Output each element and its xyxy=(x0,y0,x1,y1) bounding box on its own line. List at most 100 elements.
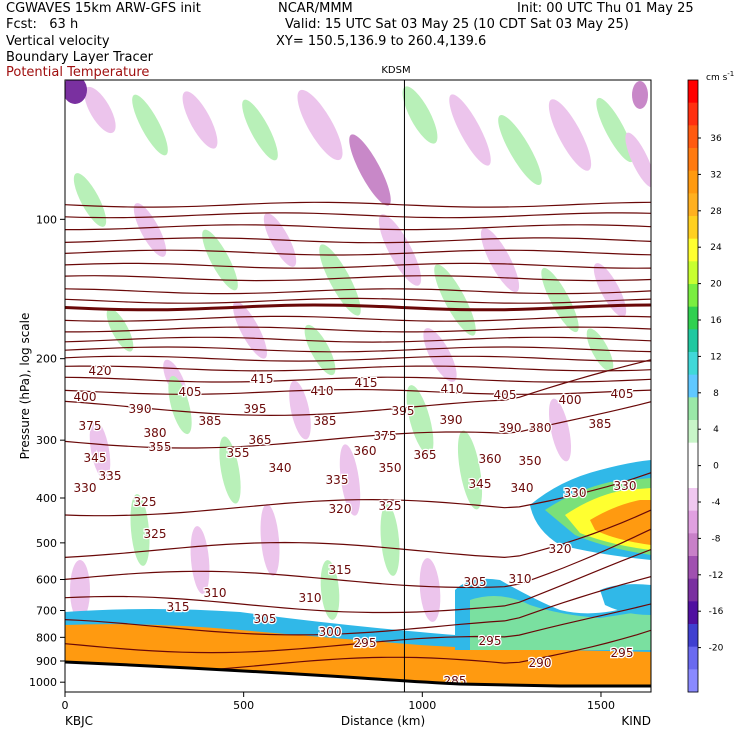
theta-label: 295 xyxy=(479,634,502,648)
y-tick-label: 700 xyxy=(36,604,57,617)
velocity-cell xyxy=(457,430,483,510)
theta-label: 310 xyxy=(509,572,532,586)
theta-label: 390 xyxy=(499,421,522,435)
theta-contour xyxy=(65,355,651,362)
terrain-line xyxy=(65,660,651,688)
colorbar-bin xyxy=(688,193,698,217)
colorbar-label: -4 xyxy=(712,498,721,508)
y-tick-label: 500 xyxy=(36,537,57,550)
theta-contour xyxy=(65,275,651,282)
y-tick-label: 200 xyxy=(36,353,57,366)
velocity-cell xyxy=(89,420,111,480)
colorbar-bin xyxy=(688,102,698,126)
theta-label: 300 xyxy=(319,625,342,639)
theta-contour xyxy=(65,548,651,614)
y-tick-label: 800 xyxy=(36,631,57,644)
colorbar-units: cm s-1 xyxy=(706,70,734,83)
field-label-potential-temperature: Potential Temperature xyxy=(6,65,150,80)
colorbar-label: 32 xyxy=(710,170,721,180)
theta-contour xyxy=(65,346,651,353)
terrain-surface xyxy=(65,660,651,692)
theta-label: 350 xyxy=(379,461,402,475)
theta-contour xyxy=(65,315,651,322)
colorbar-label: 36 xyxy=(710,134,722,144)
field-label-boundary-layer-tracer: Boundary Layer Tracer xyxy=(6,50,153,65)
potential-temperature-contours: 420 415 410 415 410 405 400 405 400 405 390 395 385 3… xyxy=(65,201,651,689)
theta-label: 380 xyxy=(529,421,552,435)
colorbar-bin xyxy=(688,216,698,240)
theta-label: 330 xyxy=(564,486,587,500)
theta-label: 365 xyxy=(414,448,437,462)
x-axis-title: Distance (km) xyxy=(341,714,425,728)
colorbar-bin xyxy=(688,284,698,308)
theta-label: 420 xyxy=(89,364,112,378)
velocity-cell xyxy=(242,99,278,161)
theta-label: 405 xyxy=(494,388,517,402)
x-tick-label: 500 xyxy=(233,699,254,712)
colorbar-bin xyxy=(688,601,698,625)
velocity-cell xyxy=(380,504,400,576)
theta-label: 345 xyxy=(84,451,107,465)
right-station-label: KIND xyxy=(621,714,651,728)
colorbar-bin xyxy=(688,488,698,512)
velocity-cell xyxy=(593,263,627,317)
theta-label: 295 xyxy=(354,636,377,650)
y-axis-title: Pressure (hPa), log scale xyxy=(18,313,32,460)
colorbar-label: 0 xyxy=(713,462,719,472)
theta-label: 390 xyxy=(129,402,152,416)
theta-contour xyxy=(65,401,651,449)
left-station-label: KBJC xyxy=(65,714,93,728)
velocity-cell xyxy=(378,214,422,286)
velocity-cell xyxy=(260,504,280,576)
velocity-cell xyxy=(402,86,438,144)
forecast-hour: Fcst: 63 h xyxy=(6,17,79,32)
colorbar-label: 12 xyxy=(710,352,721,362)
tracer-region xyxy=(590,500,651,545)
tracer-region xyxy=(470,596,651,650)
theta-label: 340 xyxy=(511,481,534,495)
theta-label: 325 xyxy=(379,499,402,513)
theta-label: 395 xyxy=(244,402,267,416)
model-title: CGWAVES 15km ARW-GFS init xyxy=(6,1,201,16)
velocity-cell xyxy=(168,375,192,435)
theta-contour xyxy=(65,237,651,244)
velocity-cell xyxy=(625,132,651,188)
velocity-cell xyxy=(449,94,491,166)
colorbar-bin xyxy=(688,442,698,466)
colorbar-bin xyxy=(688,646,698,670)
theta-label: 380 xyxy=(144,426,167,440)
theta-label: 400 xyxy=(74,390,97,404)
y-tick-label: 1000 xyxy=(29,676,57,689)
theta-contour xyxy=(65,326,651,333)
theta-contour xyxy=(65,212,651,219)
colorbar-label: 4 xyxy=(713,425,719,435)
velocity-cell xyxy=(498,115,542,185)
theta-contour xyxy=(65,365,651,372)
colorbar-bin xyxy=(688,578,698,602)
colorbar-bin xyxy=(688,374,698,398)
theta-label: 355 xyxy=(227,446,250,460)
theta-label: 410 xyxy=(441,382,464,396)
theta-contour xyxy=(65,603,651,654)
axes: 0 500 1000 1500 100 200 300 400 500 600 700 800 900 1… xyxy=(29,213,615,712)
colorbar-bin xyxy=(688,420,698,444)
y-tick-label: 300 xyxy=(36,434,57,447)
velocity-cell xyxy=(304,324,336,376)
org-label: NCAR/MMM xyxy=(278,1,353,16)
theta-label: 315 xyxy=(329,563,352,577)
velocity-cell xyxy=(132,94,168,156)
theta-contour xyxy=(65,224,651,231)
theta-label: 310 xyxy=(204,586,227,600)
velocity-cell xyxy=(133,203,167,257)
x-tick-label: 0 xyxy=(62,699,69,712)
theta-contour xyxy=(65,201,651,208)
colorbar-label: -16 xyxy=(709,607,724,617)
colorbar-bin xyxy=(688,238,698,262)
theta-contour xyxy=(65,376,651,383)
velocity-cell xyxy=(423,328,457,382)
colorbar-bin xyxy=(688,510,698,534)
theta-contour xyxy=(65,297,651,304)
station-marker-label: KDSM xyxy=(381,65,410,76)
theta-contour xyxy=(65,336,651,343)
